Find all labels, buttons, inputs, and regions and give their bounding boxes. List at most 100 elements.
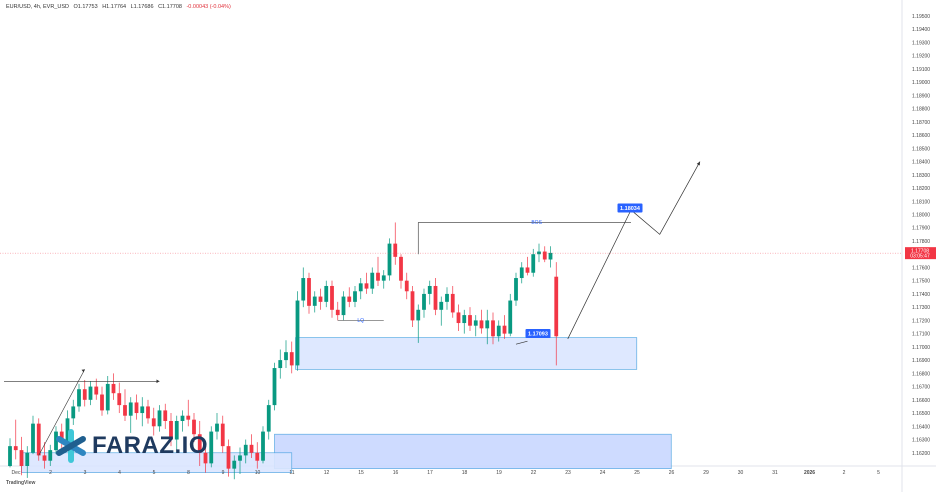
faraz-logo-icon xyxy=(56,429,86,463)
price-tick-label: 1.16500 xyxy=(912,411,930,417)
candle-body xyxy=(353,291,357,302)
candle-body xyxy=(525,267,530,273)
price-tick-label: 1.18900 xyxy=(912,93,930,99)
time-tick-label: 17 xyxy=(427,470,433,476)
change-value: -0.00043 (-0.04%) xyxy=(186,4,231,10)
candle-body xyxy=(59,431,64,443)
projection-path xyxy=(567,161,701,340)
time-tick-label: 18 xyxy=(462,470,468,476)
candle-body xyxy=(157,410,162,427)
candle-body xyxy=(105,383,110,411)
candle-body xyxy=(445,293,449,302)
candle-body xyxy=(468,315,472,326)
candle-body xyxy=(77,389,81,407)
candle-body xyxy=(19,450,24,466)
price-tick-label: 1.18800 xyxy=(912,107,930,113)
close-value: C1.17708 xyxy=(158,4,182,10)
time-tick-label: 26 xyxy=(669,470,675,476)
time-tick-label: 11 xyxy=(289,470,294,476)
candle-body xyxy=(215,423,219,432)
candle-body xyxy=(163,410,168,421)
candle-body xyxy=(255,452,260,461)
price-tick-label: 1.19500 xyxy=(912,14,930,20)
candle-body xyxy=(151,418,156,427)
candle-body xyxy=(364,283,369,289)
candle-body xyxy=(335,309,340,316)
candle-body xyxy=(100,394,104,411)
brand-watermark: FARAZ.IO xyxy=(54,428,208,464)
candle-body xyxy=(226,446,231,469)
candle-body xyxy=(289,352,294,366)
symbol-header: EUR/USD, 4h, EVR_USD O1.17753 H1.17764 L… xyxy=(6,4,234,10)
candle-body xyxy=(123,405,127,416)
candle-body xyxy=(376,272,380,281)
candle-body xyxy=(439,301,444,310)
candle-body xyxy=(514,278,518,301)
high-value: H1.17764 xyxy=(102,4,127,10)
candle-body xyxy=(31,423,35,453)
candle-body xyxy=(192,419,196,435)
candle-body xyxy=(491,320,495,337)
left-level-arrowhead xyxy=(156,379,160,384)
candle-body xyxy=(174,420,179,440)
price-tick-label: 1.16900 xyxy=(912,358,930,364)
price-tick-label: 1.18500 xyxy=(912,146,930,152)
time-axis[interactable]: Dec 2 3 4 5 8 9 10 11 12 15 16 17 18 19 22 23 24 25 26 29 30 3… xyxy=(12,470,881,476)
candle-body xyxy=(13,446,18,451)
time-tick-label: 25 xyxy=(634,470,640,476)
price-tick-label: 1.18700 xyxy=(912,120,930,126)
candle-body xyxy=(393,243,398,257)
price-tick-label: 1.17600 xyxy=(912,265,930,271)
price-tick-label: 1.17800 xyxy=(912,239,930,245)
candle-body xyxy=(531,254,536,273)
candle-body xyxy=(485,320,490,329)
candlesticks xyxy=(8,222,559,480)
candle-body xyxy=(146,406,150,419)
candle-body xyxy=(243,444,248,456)
candle-body xyxy=(358,283,363,292)
candle-body xyxy=(238,455,242,461)
time-tick-label: 8 xyxy=(187,470,190,476)
time-tick-label: 9 xyxy=(222,470,225,476)
candle-body xyxy=(404,280,409,292)
left-diagonal-arrow xyxy=(38,369,86,456)
brand-name: FARAZ.IO xyxy=(92,432,208,459)
candle-body xyxy=(370,272,375,289)
price-tick-label: 1.17200 xyxy=(912,318,930,324)
support-price-label-bg xyxy=(525,329,551,339)
time-tick-label: 12 xyxy=(324,470,330,476)
candle-body xyxy=(548,252,553,260)
upper-demand-zone xyxy=(295,337,638,370)
time-tick-label: 3 xyxy=(84,470,87,476)
liquidity-label: LQ xyxy=(357,318,364,324)
candle-body xyxy=(71,406,76,419)
time-tick-label: 4 xyxy=(118,470,121,476)
price-tick-label: 1.18100 xyxy=(912,199,930,205)
price-tick-label: 1.16400 xyxy=(912,424,930,430)
candle-countdown: 03:05:47 xyxy=(910,254,930,260)
target-price-label: 1.18034 xyxy=(620,206,641,212)
price-tick-label: 1.16600 xyxy=(912,398,930,404)
candle-body xyxy=(48,450,53,461)
price-tick-label: 1.17500 xyxy=(912,279,930,285)
time-tick-label: 15 xyxy=(358,470,364,476)
candle-body xyxy=(186,415,191,420)
price-tick-label: 1.18200 xyxy=(912,186,930,192)
tradingview-logo: TradingView xyxy=(6,480,36,486)
candle-body xyxy=(117,393,122,406)
time-tick-label: 30 xyxy=(738,470,744,476)
candle-body xyxy=(330,285,334,310)
candle-body xyxy=(496,325,501,337)
candle-body xyxy=(36,423,41,456)
candle-body xyxy=(381,275,386,281)
candle-body xyxy=(450,293,455,313)
price-tick-label: 1.18300 xyxy=(912,173,930,179)
current-price-value: 1.17708 xyxy=(911,248,929,254)
time-tick-label: 2026 xyxy=(804,470,815,476)
candle-body xyxy=(347,296,352,302)
candle-body xyxy=(209,431,214,464)
price-axis[interactable]: 1.19500 1.19400 1.19300 1.19200 1.19100 1.190… xyxy=(905,14,936,457)
time-tick-label: 24 xyxy=(600,470,606,476)
